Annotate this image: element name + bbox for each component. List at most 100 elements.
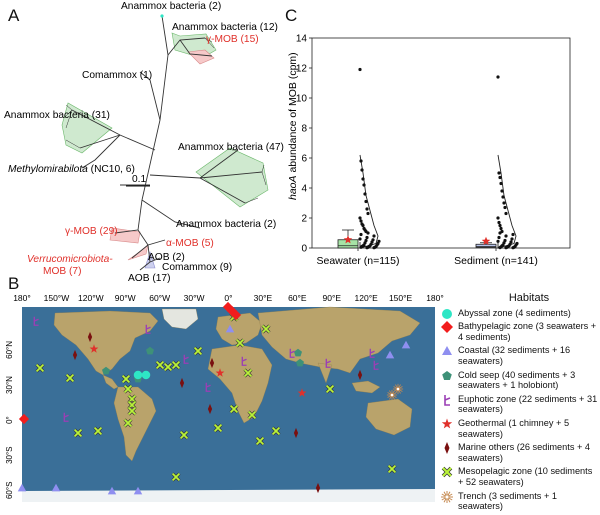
x-icon (325, 384, 335, 394)
tree-branches (71, 15, 263, 271)
habitat-legend: Habitats Abyssal zone (4 sediments) Bathy… (438, 293, 600, 515)
thin-diamond-icon (440, 442, 454, 455)
x-icon (261, 324, 271, 334)
x-tick-label: Seawater (n=115) (317, 255, 400, 267)
legend-item-label: Cold seep (40 sediments + 3 seawaters + … (458, 369, 576, 391)
bracket-icon (444, 394, 451, 406)
data-point (361, 223, 365, 228)
data-point (358, 216, 362, 220)
indonesia (351, 380, 381, 394)
data-point (504, 246, 508, 250)
latitude-tick-label: 30°N (5, 376, 14, 394)
data-point (496, 75, 500, 79)
data-point (497, 220, 501, 225)
panel-c-letter: C (285, 6, 298, 25)
data-point (366, 231, 370, 235)
data-point (500, 189, 504, 193)
data-point (359, 219, 363, 223)
data-point (504, 211, 508, 216)
bracket-icon (145, 324, 151, 334)
data-point (359, 232, 363, 237)
plot-marks (337, 67, 519, 250)
star-icon (441, 418, 453, 429)
longitude-tick-label: 180° (13, 293, 31, 303)
latitude-tick-label: 30°S (5, 446, 14, 463)
bracket-icon (241, 356, 247, 366)
box (475, 243, 497, 248)
land-masses (22, 306, 435, 502)
data-point (498, 231, 502, 235)
thin-diamond-icon (444, 442, 450, 455)
asia (257, 306, 421, 374)
data-point (498, 223, 502, 228)
clade-marker-anammox-2 (160, 14, 164, 18)
triangle-icon (440, 345, 454, 357)
x-icon (65, 373, 75, 383)
data-point (497, 171, 501, 175)
data-point (496, 239, 500, 243)
central-america (102, 374, 119, 390)
burst-icon (386, 389, 398, 401)
x-icon (247, 410, 257, 420)
x-icon (213, 423, 223, 433)
x-tick-label: Sediment (n=141) (454, 255, 538, 267)
diamond-icon (226, 305, 238, 317)
triangle-icon (385, 350, 395, 359)
x-icon (255, 436, 265, 446)
latitude-tick-label: 60°S (5, 482, 14, 499)
legend-title: Habitats (508, 292, 550, 304)
thin-diamond-icon (179, 377, 185, 389)
triangle-icon (133, 486, 143, 495)
latitude-tick-label: 0° (5, 416, 14, 424)
star-icon (215, 368, 225, 377)
data-point (498, 175, 502, 180)
label-anammox-31: Anammox bacteria (31) (4, 110, 110, 121)
x-icon (123, 418, 133, 428)
circle-icon (440, 308, 454, 320)
data-point (359, 245, 363, 249)
pentagon-icon (440, 370, 454, 382)
pentagon-icon (296, 358, 304, 367)
clade-fan-gamma-mob-15 (187, 49, 215, 65)
longitude-tick-label: 180° (426, 293, 444, 303)
legend-item: Euphotic zone (22 sediments + 31 seawate… (438, 394, 600, 415)
y-tick-label: 8 (301, 124, 307, 135)
tree-leaf-lines (63, 37, 267, 204)
density-curve (359, 154, 379, 249)
data-point (511, 232, 515, 237)
legend-item-label: Trench (3 sediments + 1 seawaters) (458, 490, 557, 512)
legend-item: Cold seep (40 sediments + 3 seawaters + … (438, 370, 600, 391)
x-icon (163, 362, 173, 372)
bracket-icon (205, 382, 211, 392)
x-icon (229, 404, 239, 414)
mean-star (481, 236, 491, 245)
label-comammox-1: Comammox (1) (82, 70, 152, 81)
plot-frame (311, 37, 571, 249)
legend-item-label: Mesopelagic zone (10 sediments + 52 seaw… (458, 466, 593, 487)
data-point (372, 234, 376, 238)
triangle-icon (401, 340, 411, 349)
pentagon-icon (294, 348, 302, 357)
pentagon-icon (102, 366, 110, 375)
label-alpha-mob-5: α-MOB (5) (166, 238, 214, 249)
data-point (498, 246, 502, 250)
antarctica (22, 489, 435, 502)
clade-fan-anammox-47 (195, 147, 269, 208)
data-point (360, 168, 364, 172)
x-icon (35, 363, 45, 373)
bracket-icon (63, 412, 69, 422)
data-point (366, 211, 370, 216)
y-tick-label: 6 (301, 154, 307, 165)
data-point (364, 199, 368, 204)
label-anammox-2-bottom: Anammox bacteria (2) (176, 219, 276, 230)
label-scale: 0.1 (132, 174, 146, 185)
legend-item: Geothermal (1 chimney + 5 seawaters) (438, 418, 600, 439)
longitude-tick-label: 0° (224, 293, 232, 303)
longitude-tick-label: 120°E (355, 293, 379, 303)
longitude-tick-label: 120°W (78, 293, 104, 303)
panel-b-letter: B (8, 274, 20, 293)
south-america (113, 386, 157, 462)
diamond-icon (441, 321, 453, 334)
triangle-icon (442, 346, 452, 356)
bracket-icon (440, 394, 454, 406)
